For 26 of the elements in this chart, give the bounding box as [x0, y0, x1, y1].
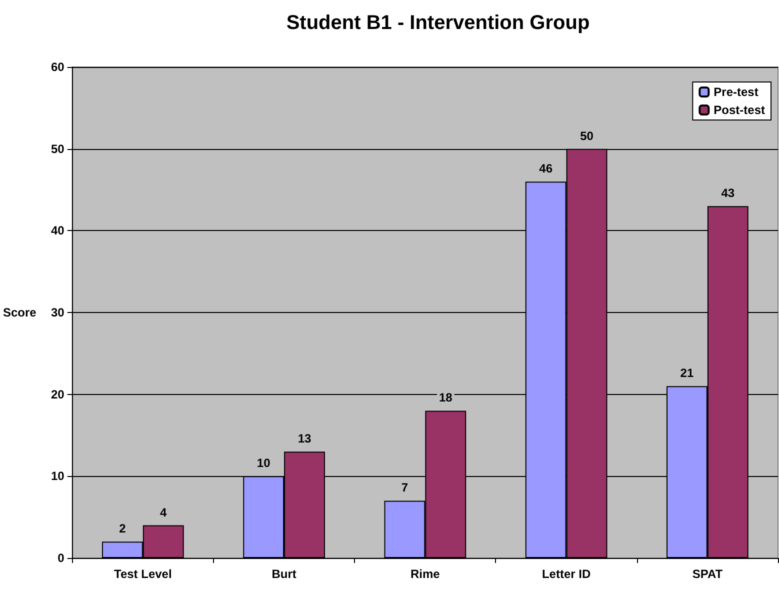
data-label: 50 — [580, 128, 594, 143]
data-label: 18 — [438, 390, 453, 405]
data-label: 46 — [539, 162, 553, 176]
x-tick-label: Burt — [272, 567, 296, 581]
legend-label: Post-test — [714, 103, 766, 117]
data-label: 4 — [160, 505, 168, 520]
y-tick-label: 60 — [50, 60, 65, 74]
x-tick-label: Rime — [410, 567, 440, 581]
y-tick-label: 30 — [50, 306, 65, 320]
x-tick-label: SPAT — [692, 567, 724, 581]
y-tick-label: 50 — [50, 142, 65, 156]
y-tick-label: 40 — [50, 224, 65, 238]
data-label: 10 — [256, 456, 271, 470]
x-tick-label: Test Level — [114, 567, 172, 581]
chart-title: Student B1 - Intervention Group — [286, 12, 590, 34]
data-label: 21 — [680, 366, 694, 380]
data-label: 7 — [401, 480, 408, 495]
y-tick-label: 0 — [58, 551, 65, 565]
data-label: 2 — [119, 522, 126, 536]
data-label: 13 — [298, 432, 312, 446]
legend-label: Pre-test — [714, 85, 758, 99]
y-axis-title: Score — [2, 306, 37, 320]
x-tick-label: Letter ID — [542, 567, 591, 581]
y-tick-label: 20 — [50, 387, 65, 402]
y-tick-label: 10 — [50, 469, 65, 484]
data-label: 43 — [721, 186, 735, 200]
